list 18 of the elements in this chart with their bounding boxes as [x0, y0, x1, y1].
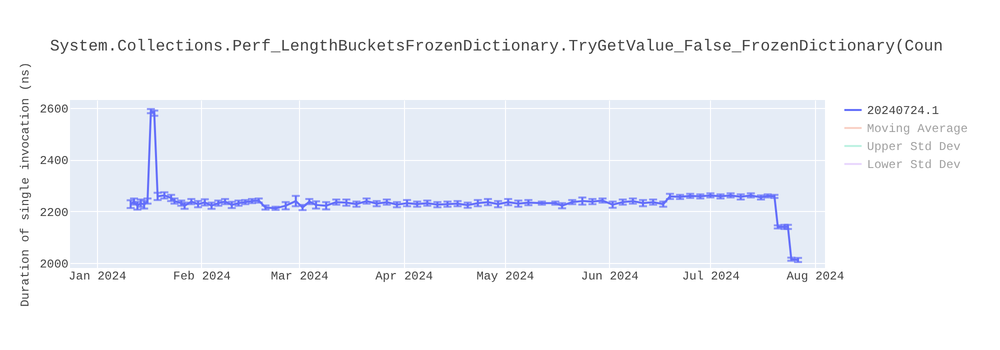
y-axis-title: Duration of single invocation (ns): [18, 62, 33, 307]
x-tick-label: Aug 2024: [786, 270, 844, 284]
x-tick-label: May 2024: [476, 270, 534, 284]
y-tick-label: 2400: [40, 154, 68, 168]
y-tick-label: 2000: [40, 258, 68, 272]
legend-label: Moving Average: [867, 122, 968, 136]
y-tick-label: 2200: [40, 206, 68, 220]
chart-title: System.Collections.Perf_LengthBucketsFrozenDictionary.TryGetValue_False_FrozenDictionary(Coun: [50, 38, 943, 56]
x-tick-label: Apr 2024: [375, 270, 433, 284]
legend-label: 20240724.1: [867, 104, 940, 118]
y-tick-label: 2600: [40, 102, 68, 117]
x-tick-label: Jul 2024: [682, 270, 740, 284]
x-tick-label: Jan 2024: [68, 270, 126, 284]
legend-label: Upper Std Dev: [867, 140, 961, 154]
x-tick-label: Mar 2024: [270, 270, 328, 284]
legend-label: Lower Std Dev: [867, 158, 961, 172]
x-tick-label: Feb 2024: [173, 270, 231, 284]
x-tick-label: Jun 2024: [580, 270, 639, 284]
